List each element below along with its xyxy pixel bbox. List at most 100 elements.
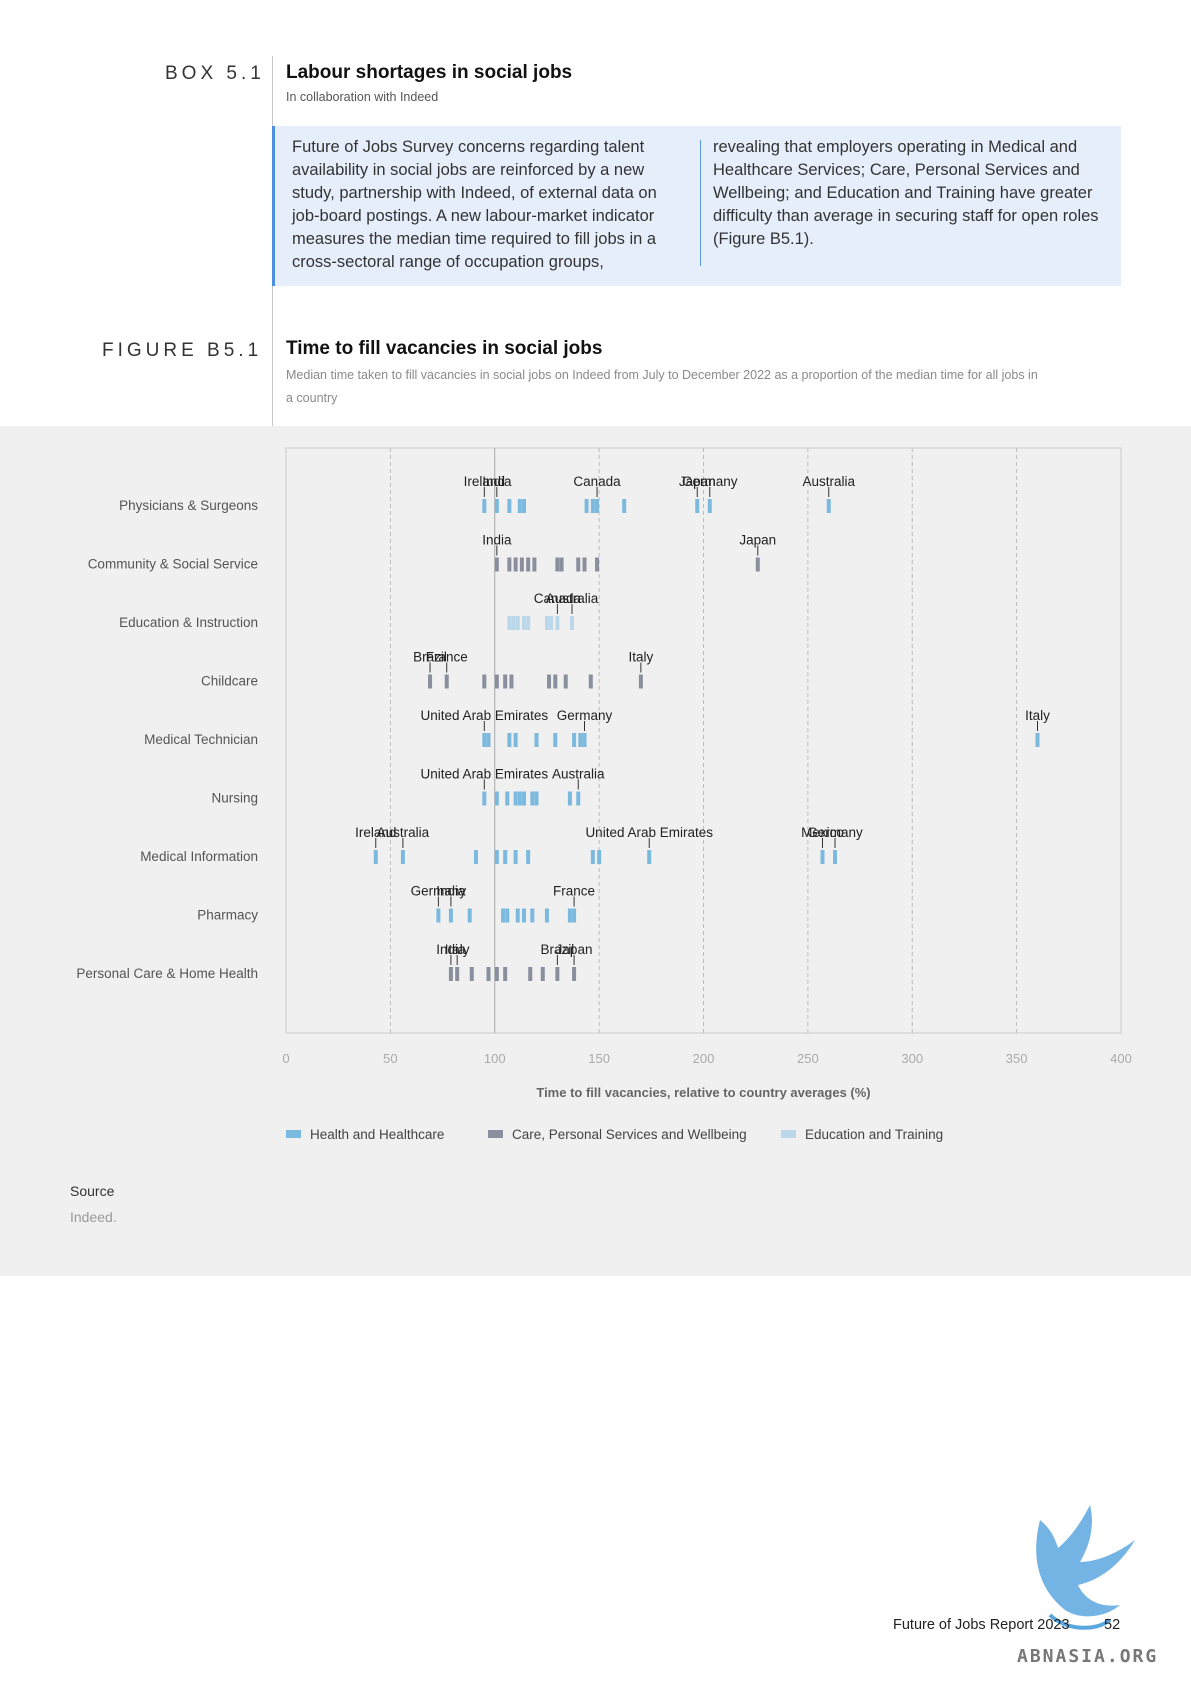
data-mark [505, 908, 510, 923]
data-mark [590, 499, 595, 513]
data-mark [572, 908, 577, 923]
data-mark [526, 850, 531, 864]
data-mark [572, 967, 577, 981]
data-mark [595, 499, 600, 513]
country-label: Italy [1025, 708, 1050, 723]
data-mark [494, 967, 499, 981]
data-mark [482, 674, 487, 689]
data-mark [576, 791, 581, 806]
legend-label: Education and Training [805, 1127, 943, 1142]
x-tick-label: 200 [693, 1051, 715, 1066]
data-mark [507, 557, 512, 572]
data-mark [528, 967, 533, 981]
data-mark [530, 791, 535, 806]
data-mark [494, 674, 499, 689]
data-mark [584, 499, 589, 513]
data-mark [482, 791, 487, 806]
country-label: United Arab Emirates [421, 708, 549, 723]
data-mark [555, 616, 560, 630]
data-mark [534, 791, 539, 806]
data-mark [695, 499, 700, 513]
source-heading: Source [70, 1183, 115, 1199]
country-label: Australia [802, 474, 855, 489]
data-mark [501, 908, 506, 923]
box-title: Labour shortages in social jobs [286, 62, 573, 83]
country-label: India [436, 884, 466, 899]
data-mark [590, 850, 595, 864]
footer-page-number: 52 [1104, 1617, 1121, 1633]
data-mark [448, 967, 453, 981]
data-mark [1035, 733, 1040, 747]
country-label: France [553, 884, 595, 899]
data-mark [526, 557, 531, 572]
x-tick-label: 250 [797, 1051, 819, 1066]
data-mark [482, 733, 487, 747]
data-mark [597, 850, 602, 864]
data-mark [820, 850, 825, 864]
figure-subtitle: Median time taken to fill vacancies in s… [286, 368, 1038, 405]
figure-title: Time to fill vacancies in social jobs [286, 338, 603, 359]
country-label: Mexico [801, 825, 844, 840]
data-mark [595, 557, 600, 572]
footer-report-title: Future of Jobs Report 2023 [893, 1617, 1070, 1633]
data-mark [400, 850, 405, 864]
data-mark [826, 499, 831, 513]
data-mark [503, 850, 508, 864]
x-tick-label: 150 [588, 1051, 610, 1066]
data-mark [553, 733, 558, 747]
callout-text-col1: Future of Jobs Survey concerns regarding… [292, 138, 657, 271]
data-mark [559, 557, 564, 572]
data-mark [576, 557, 581, 572]
data-mark [622, 499, 627, 513]
data-mark [428, 674, 433, 689]
data-mark [473, 850, 478, 864]
row-label: Community & Social Service [88, 557, 258, 572]
country-label: Japan [556, 942, 593, 957]
country-label: India [436, 942, 466, 957]
country-label: Ireland [355, 825, 396, 840]
country-label: Australia [552, 767, 605, 782]
data-mark [503, 967, 508, 981]
country-label: Canada [573, 474, 621, 489]
x-tick-label: 400 [1110, 1051, 1132, 1066]
country-label: Brazil [413, 650, 447, 665]
country-label: Canada [534, 591, 582, 606]
data-mark [567, 908, 572, 923]
data-mark [553, 674, 558, 689]
data-mark [515, 616, 520, 630]
row-label: Education & Instruction [119, 615, 258, 630]
data-mark [755, 557, 760, 572]
bird-logo-icon [1036, 1505, 1135, 1630]
country-label: Ireland [464, 474, 505, 489]
callout-text-col2: revealing that employers operating in Me… [713, 138, 1099, 248]
time-to-fill-chart: 0 50 100 150 200 250 300 350 400 Time to fill vac… [76, 447, 1132, 1142]
legend-swatch [781, 1130, 796, 1138]
data-mark [444, 674, 449, 689]
data-mark [513, 733, 518, 747]
data-mark [582, 557, 587, 572]
data-mark [534, 733, 539, 747]
data-mark [555, 967, 560, 981]
data-mark [515, 908, 520, 923]
data-mark [563, 674, 568, 689]
legend-swatch [286, 1130, 301, 1138]
country-label: France [426, 650, 468, 665]
data-mark [530, 908, 535, 923]
row-label: Childcare [201, 674, 258, 689]
data-mark [521, 616, 526, 630]
figure-label: FIGURE B5.1 [102, 340, 263, 361]
data-mark [482, 499, 487, 513]
row-label: Nursing [211, 791, 258, 806]
data-mark [507, 733, 512, 747]
data-mark [569, 616, 574, 630]
country-label: Brazil [540, 942, 574, 957]
data-mark [513, 791, 518, 806]
country-label: Germany [411, 884, 467, 899]
data-mark [526, 616, 531, 630]
data-mark [494, 557, 499, 572]
data-mark [521, 908, 526, 923]
data-mark [513, 557, 518, 572]
row-label: Physicians & Surgeons [119, 498, 258, 513]
x-tick-label: 0 [282, 1051, 289, 1066]
data-mark [517, 791, 522, 806]
